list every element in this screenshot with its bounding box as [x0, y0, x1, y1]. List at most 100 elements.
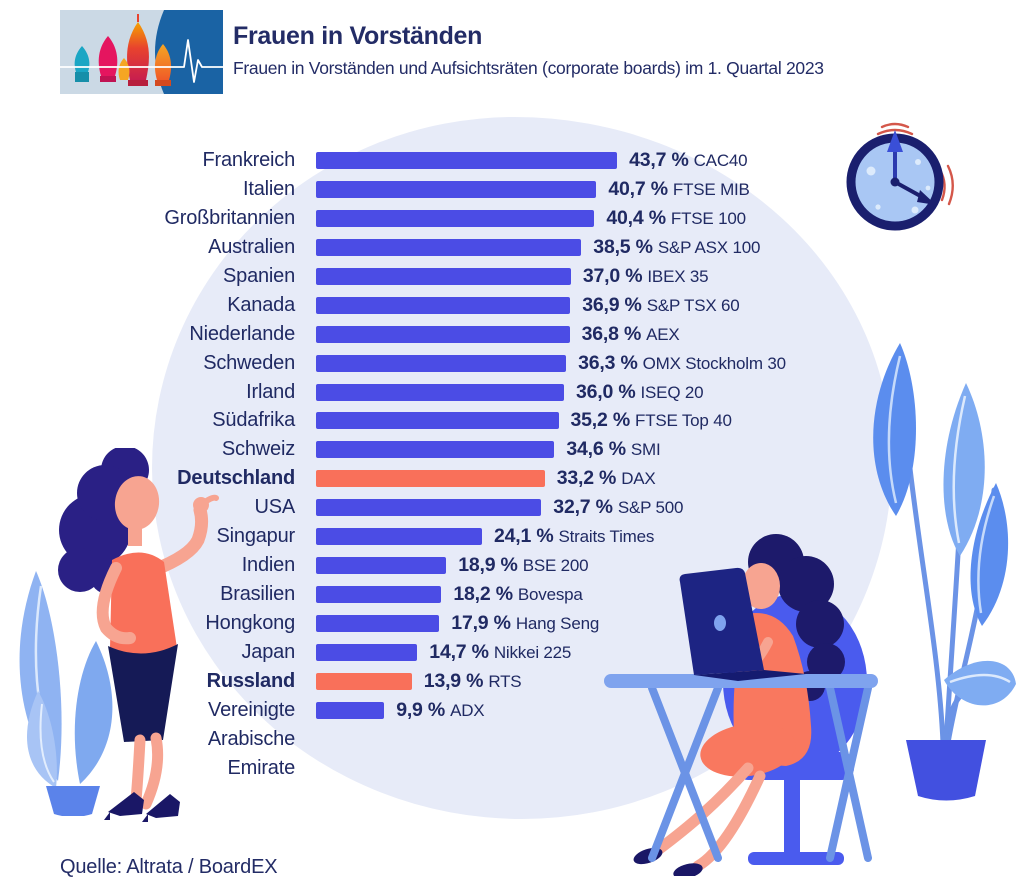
- country-label: Russland: [206, 669, 296, 692]
- value-label: 33,2 %: [556, 467, 617, 490]
- value-bar: [316, 180, 597, 198]
- value-bar: [316, 354, 567, 372]
- chart-row: USA 32,7 % S&P 500: [0, 493, 1024, 522]
- value-bar: [316, 615, 440, 632]
- stock-index-label: S&P 500: [617, 498, 684, 518]
- value-label: 36,8 %: [581, 322, 642, 345]
- st-basils-cathedral-pulse-logo-icon: [60, 10, 223, 94]
- value-label: 38,5 %: [593, 235, 653, 258]
- chart-row: Irland 36,0 % ISEQ 20: [0, 378, 1024, 407]
- value-bar: [316, 441, 555, 459]
- value-label: 14,7 %: [429, 640, 489, 663]
- value-label: 36,3 %: [578, 351, 638, 374]
- page-subtitle: Frauen in Vorständen und Aufsichtsräten …: [233, 58, 824, 78]
- value-bar: [316, 672, 412, 690]
- value-bar: [316, 325, 570, 343]
- value-bar: [316, 586, 442, 604]
- right-potted-plant-illustration: [873, 343, 1016, 801]
- chart-row: Schweden 36,3 % OMX Stockholm 30: [0, 349, 1024, 378]
- stock-index-label: FTSE Top 40: [635, 411, 732, 431]
- stock-index-label: FTSE MIB: [672, 179, 750, 199]
- chart-row: Schweiz 34,6 % SMI: [0, 435, 1024, 464]
- chart-row: Hongkong 17,9 % Hang Seng: [0, 609, 1024, 638]
- value-bar: [316, 528, 482, 546]
- stock-index-label: Bovespa: [517, 585, 583, 605]
- country-label: Indien: [241, 554, 295, 577]
- chart-row: Australien 38,5 % S&P ASX 100: [0, 233, 1024, 262]
- stock-index-label: CAC40: [693, 151, 748, 170]
- value-label: 40,7 %: [608, 177, 668, 200]
- chart-row: Frankreich 43,7 % CAC40: [0, 146, 1024, 175]
- stock-index-label: FTSE 100: [670, 208, 746, 228]
- stock-index-label: AEX: [646, 324, 680, 344]
- value-bar: [316, 383, 564, 401]
- chart-row: Italien 40,7 % FTSE MIB: [0, 175, 1024, 204]
- value-label: 24,1 %: [494, 525, 554, 548]
- country-label: Spanien: [223, 264, 295, 287]
- value-label: 18,9 %: [458, 554, 518, 577]
- chart-row: Brasilien 18,2 % Bovespa: [0, 580, 1024, 609]
- value-label: 34,6 %: [566, 438, 626, 461]
- standing-woman-illustration: [58, 448, 219, 822]
- stock-index-label: RTS: [488, 671, 522, 691]
- stock-index-label: SMI: [630, 440, 661, 460]
- value-label: 36,9 %: [582, 293, 642, 316]
- stock-index-label: BSE 200: [522, 556, 589, 576]
- country-label: Hongkong: [205, 612, 295, 634]
- source-label: Quelle: Altrata / BoardEX: [60, 856, 278, 878]
- stock-index-label: ADX: [450, 700, 485, 720]
- value-bar: [316, 238, 582, 256]
- country-label: Südafrika: [212, 409, 295, 432]
- value-label: 13,9 %: [423, 669, 484, 692]
- country-label: Italien: [243, 177, 295, 200]
- country-label: Irland: [246, 380, 295, 403]
- country-label: Niederlande: [189, 322, 295, 345]
- value-label: 35,2 %: [570, 409, 631, 432]
- left-potted-plant-illustration: [19, 571, 113, 816]
- stock-index-label: IBEX 35: [647, 266, 709, 286]
- value-bar: [316, 499, 542, 517]
- value-label: 37,0 %: [582, 264, 643, 287]
- stock-index-label: Hang Seng: [515, 614, 600, 633]
- value-bar: [316, 701, 385, 719]
- country-label: Vereinigte Arabische Emirate: [207, 698, 295, 779]
- value-label: 9,9 %: [396, 698, 446, 721]
- chart-row: Kanada 36,9 % S&P TSX 60: [0, 291, 1024, 320]
- value-label: 36,0 %: [576, 380, 636, 403]
- value-bar: [316, 267, 571, 285]
- country-label: Brasilien: [220, 583, 295, 606]
- chart-row: Singapur 24,1 % Straits Times: [0, 522, 1024, 551]
- stock-index-label: ISEQ 20: [640, 382, 704, 402]
- chart-row: Indien 18,9 % BSE 200: [0, 551, 1024, 580]
- stock-index-label: Straits Times: [558, 527, 655, 547]
- value-bar: [316, 296, 571, 314]
- country-label: Australien: [208, 235, 295, 258]
- stock-index-label: OMX Stockholm 30: [642, 353, 786, 373]
- chart-row: Deutschland 33,2 % DAX: [0, 464, 1024, 493]
- page-title: Frauen in Vorständen: [233, 22, 483, 50]
- country-label: Singapur: [216, 525, 296, 548]
- chart-row: Russland 13,9 % RTS: [0, 667, 1024, 696]
- country-label: Deutschland: [177, 467, 295, 490]
- chart-row: Südafrika 35,2 % FTSE Top 40: [0, 406, 1024, 435]
- chart-row: Großbritannien 40,4 % FTSE 100: [0, 204, 1024, 233]
- stock-index-label: S&P TSX 60: [646, 295, 740, 315]
- value-label: 40,4 %: [606, 206, 666, 229]
- value-bar: [316, 412, 559, 430]
- stock-index-label: S&P ASX 100: [657, 237, 761, 257]
- country-label: Kanada: [227, 293, 295, 316]
- country-label: USA: [254, 496, 295, 519]
- value-bar: [316, 643, 418, 661]
- alarm-clock-icon: [846, 122, 954, 231]
- value-label: 32,7 %: [553, 496, 613, 519]
- woman-at-desk-illustration: [604, 534, 878, 876]
- value-bar: [316, 470, 545, 488]
- country-label: Großbritannien: [164, 206, 295, 229]
- chart-row: Vereinigte Arabische Emirate 9,9 % ADX: [0, 696, 1024, 779]
- stock-index-label: DAX: [621, 469, 656, 489]
- bar-chart: Frankreich 43,7 % CAC40 Italien 40,7 % FTS…: [0, 146, 1024, 779]
- stock-index-label: Nikkei 225: [493, 642, 572, 662]
- country-label: Frankreich: [202, 149, 296, 171]
- chart-row: Spanien 37,0 % IBEX 35: [0, 262, 1024, 291]
